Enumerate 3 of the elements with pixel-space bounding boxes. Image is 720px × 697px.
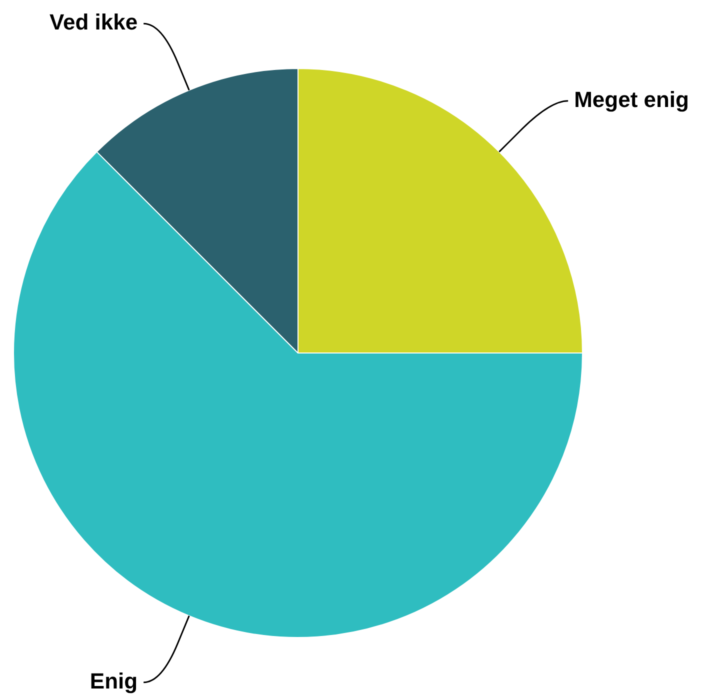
slice-label: Meget enig	[574, 86, 689, 112]
slice-label: Enig	[90, 668, 138, 694]
slice-label: Ved ikke	[49, 10, 138, 35]
